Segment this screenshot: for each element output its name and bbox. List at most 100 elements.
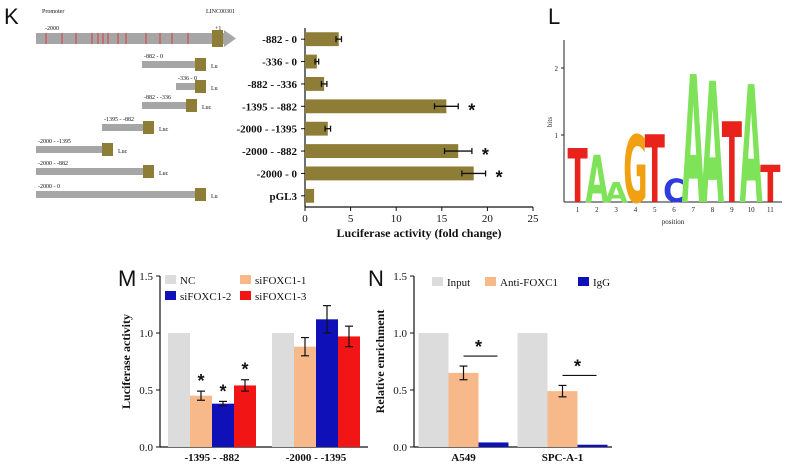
k-bar — [305, 144, 459, 158]
construct-bar — [102, 124, 143, 131]
n-y-tick-label: 1.0 — [393, 328, 407, 340]
luc-box — [186, 99, 197, 112]
m-category-label: -2000 - -1395 — [286, 452, 347, 464]
m-significance-star: * — [219, 381, 226, 401]
k-bar — [305, 121, 328, 136]
m-y-tick-label: 0.0 — [139, 442, 153, 454]
construct-range-label: -1395 - -882 — [104, 117, 134, 123]
k-x-tick-label: 5 — [348, 213, 354, 225]
m-legend-swatch — [165, 291, 176, 300]
n-legend-label: IgG — [593, 277, 610, 289]
m-legend-swatch — [165, 275, 176, 284]
panel-label-l: L — [548, 4, 560, 29]
chart-k: 0 5 10 15 20 25 Luciferase activity (fold chan… — [237, 28, 540, 240]
construct-bar — [142, 61, 195, 68]
n-legend-swatch — [485, 277, 496, 286]
l-logo-letter: T — [645, 117, 665, 225]
k-bar — [305, 188, 315, 203]
luc-label: Luc — [202, 105, 212, 111]
m-legend-swatch — [240, 291, 251, 300]
k-bar — [305, 54, 317, 69]
k-category-label: -882 - -336 — [248, 79, 298, 91]
n-legend-swatch — [432, 277, 443, 286]
k-x-tick-label: 15 — [436, 213, 448, 225]
construct-range-label: -2000 - 0 — [38, 184, 60, 190]
l-position-label: 3 — [614, 206, 618, 214]
luc-label: Lu — [211, 86, 218, 92]
l-position-label: 1 — [576, 206, 580, 214]
tss-label: +1 — [215, 26, 221, 32]
l-logo-letter: G — [623, 117, 647, 225]
luc-box — [143, 165, 154, 178]
m-category-label: -1395 - -882 — [185, 452, 240, 464]
k-significance-star: * — [496, 167, 503, 187]
k-x-tick-label: 25 — [528, 213, 540, 225]
l-logo-letter: C — [663, 173, 685, 211]
luc-box — [195, 188, 206, 201]
n-significance-star: * — [574, 356, 581, 376]
luc-label: Luc — [118, 149, 128, 155]
n-category-label: SPC-A-1 — [542, 452, 584, 464]
construct-bar — [36, 168, 143, 175]
n-legend-label: Input — [447, 277, 470, 289]
luc-box — [143, 121, 154, 134]
n-y-tick-label: 1.5 — [393, 271, 407, 283]
m-bar — [190, 395, 212, 447]
l-logo-letter: T — [722, 101, 742, 229]
tss-exon-box — [212, 30, 223, 47]
n-significance-star: * — [475, 337, 482, 357]
m-bar — [294, 346, 316, 447]
m-y-tick-label: 0.5 — [139, 385, 153, 397]
k-category-label: -2000 - 0 — [257, 168, 298, 180]
luc-box — [102, 143, 113, 156]
l-logo-letter: A — [585, 142, 608, 218]
promoter-bar — [36, 33, 224, 44]
construct-bar — [142, 102, 186, 109]
construct-range-label: -336 - 0 — [178, 76, 197, 82]
promoter-arrowhead — [224, 30, 236, 47]
k-bar — [305, 166, 474, 181]
luc-label: Luc — [159, 127, 169, 133]
n-category-label: A549 — [451, 452, 476, 464]
gene-label: LINC00301 — [206, 9, 235, 15]
m-y-tick-label: 1.0 — [139, 328, 153, 340]
construct-bar — [176, 83, 195, 90]
l-position-label: 2 — [595, 206, 599, 214]
n-bar — [478, 442, 509, 447]
luc-box — [195, 58, 206, 71]
m-legend-label: siFOXC1-1 — [255, 275, 306, 287]
k-x-tick-label: 10 — [391, 213, 403, 225]
n-bar — [418, 333, 449, 447]
l-logo-letter: A — [605, 176, 629, 209]
k-significance-star: * — [468, 100, 475, 120]
construct-range-label: -882 - -336 — [144, 95, 171, 101]
n-bar — [577, 444, 608, 447]
k-category-label: -1395 - -882 — [242, 101, 297, 113]
m-y-tick-label: 1.5 — [139, 271, 153, 283]
k-category-label: -2000 - -1395 — [237, 124, 298, 136]
k-bar — [305, 32, 339, 47]
k-x-axis-label: Luciferase activity (fold change) — [337, 226, 502, 240]
m-bar — [234, 385, 256, 447]
panel-label-n: N — [368, 266, 384, 291]
construct-range-label: -882 - 0 — [144, 54, 163, 60]
l-y-tick-label: 2 — [555, 65, 559, 73]
construct-bar — [36, 146, 102, 153]
l-logo-letter: A — [740, 53, 763, 241]
l-logo-letter: T — [760, 154, 781, 214]
n-legend-label: Anti-FOXC1 — [500, 277, 558, 289]
l-y-axis-label: bits — [546, 117, 554, 127]
k-category-label: -882 - 0 — [262, 34, 297, 46]
l-position-label: 10 — [748, 206, 756, 214]
promoter-construct-diagram: Promoter LINC00301 -2000 +1 -882 - 0 Lu -3… — [36, 9, 236, 201]
l-position-label: 4 — [634, 206, 638, 214]
l-position-label: 6 — [672, 206, 676, 214]
chart-n: 0.0 0.5 1.0 1.5 Relative enrichment A549 * SPC-… — [373, 271, 612, 464]
n-y-axis-label: Relative enrichment — [373, 310, 387, 414]
n-bar — [547, 391, 578, 447]
l-logo-letter: A — [701, 49, 724, 243]
k-bar — [305, 77, 325, 91]
start-position-label: -2000 — [45, 26, 59, 32]
l-position-label: 11 — [767, 206, 774, 214]
